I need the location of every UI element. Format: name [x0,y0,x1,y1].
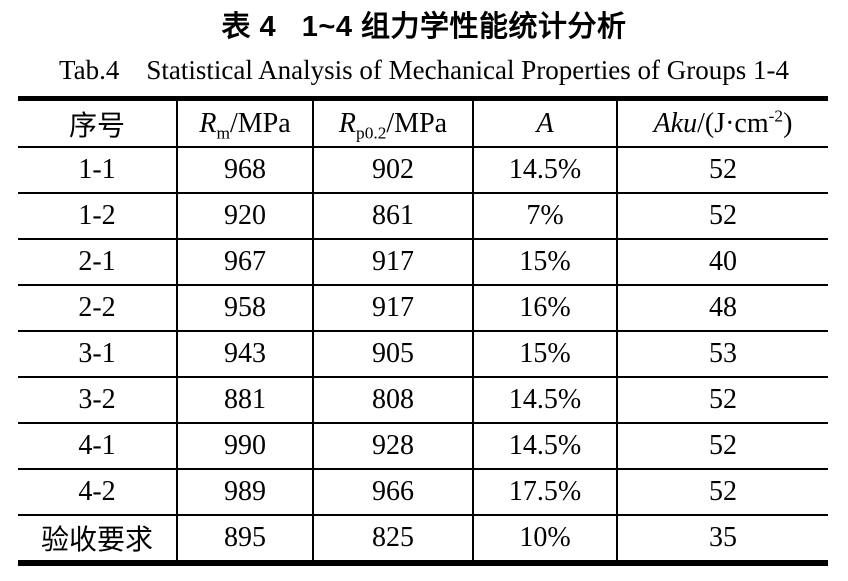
column-header-a: A [472,98,617,148]
cell-xuhao: 3-1 [18,331,177,378]
cell-xuhao: 1-1 [18,147,177,194]
table-row: 4-2 989 966 17.5% 52 [18,469,828,516]
cell-a: 15% [472,331,617,378]
cell-rm: 967 [176,239,313,286]
table-body: 1-1 968 902 14.5% 52 1-2 920 861 7% 52 2-1 967 917 15… [18,147,828,564]
table-row: 4-1 990 928 14.5% 52 [18,423,828,470]
cell-rp02: 861 [312,193,473,240]
cell-rp02: 902 [312,147,473,194]
cell-a: 16% [472,285,617,332]
cell-a: 10% [472,515,617,564]
cell-xuhao: 1-2 [18,193,177,240]
cell-rp02: 825 [312,515,473,564]
cell-xuhao: 4-1 [18,423,177,470]
column-header-rm: Rm/MPa [176,98,313,148]
cell-aku: 35 [616,515,828,564]
cell-rp02: 917 [312,239,473,286]
table-row: 2-1 967 917 15% 40 [18,239,828,286]
cell-rp02: 917 [312,285,473,332]
cell-xuhao: 验收要求 [18,515,177,564]
cell-rp02: 928 [312,423,473,470]
cell-rm: 881 [176,377,313,424]
cell-rp02: 808 [312,377,473,424]
cell-aku: 52 [616,469,828,516]
column-header-xuhao: 序号 [18,98,177,148]
cell-a: 17.5% [472,469,617,516]
cell-a: 7% [472,193,617,240]
cell-a: 15% [472,239,617,286]
cell-aku: 52 [616,423,828,470]
table-caption-en: Tab.4 Statistical Analysis of Mechanical… [59,55,789,85]
cell-aku: 40 [616,239,828,286]
cell-rm: 920 [176,193,313,240]
table-caption-zh: 表 4 1~4 组力学性能统计分析 [221,11,627,43]
cell-aku: 48 [616,285,828,332]
cell-rm: 989 [176,469,313,516]
cell-rm: 968 [176,147,313,194]
header-row: 序号 Rm/MPa Rp0.2/MPa A Aku/(J·cm-2) [18,98,828,148]
cell-xuhao: 3-2 [18,377,177,424]
cell-rp02: 905 [312,331,473,378]
cell-a: 14.5% [472,423,617,470]
cell-aku: 52 [616,377,828,424]
cell-aku: 52 [616,147,828,194]
table-row: 3-2 881 808 14.5% 52 [18,377,828,424]
table-row: 2-2 958 917 16% 48 [18,285,828,332]
cell-rp02: 966 [312,469,473,516]
table-row: 1-2 920 861 7% 52 [18,193,828,240]
cell-rm: 943 [176,331,313,378]
table-row: 3-1 943 905 15% 53 [18,331,828,378]
cell-rm: 958 [176,285,313,332]
cell-a: 14.5% [472,377,617,424]
column-header-rp02: Rp0.2/MPa [312,98,473,148]
table-row: 验收要求 895 825 10% 35 [18,515,828,564]
cell-xuhao: 2-1 [18,239,177,286]
table-row: 1-1 968 902 14.5% 52 [18,147,828,194]
cell-rm: 990 [176,423,313,470]
mechanical-properties-table: 序号 Rm/MPa Rp0.2/MPa A Aku/(J·cm-2) 1-1 968 902… [18,96,828,566]
cell-a: 14.5% [472,147,617,194]
cell-xuhao: 4-2 [18,469,177,516]
cell-aku: 53 [616,331,828,378]
cell-rm: 895 [176,515,313,564]
column-header-aku: Aku/(J·cm-2) [616,98,828,148]
cell-aku: 52 [616,193,828,240]
cell-xuhao: 2-2 [18,285,177,332]
